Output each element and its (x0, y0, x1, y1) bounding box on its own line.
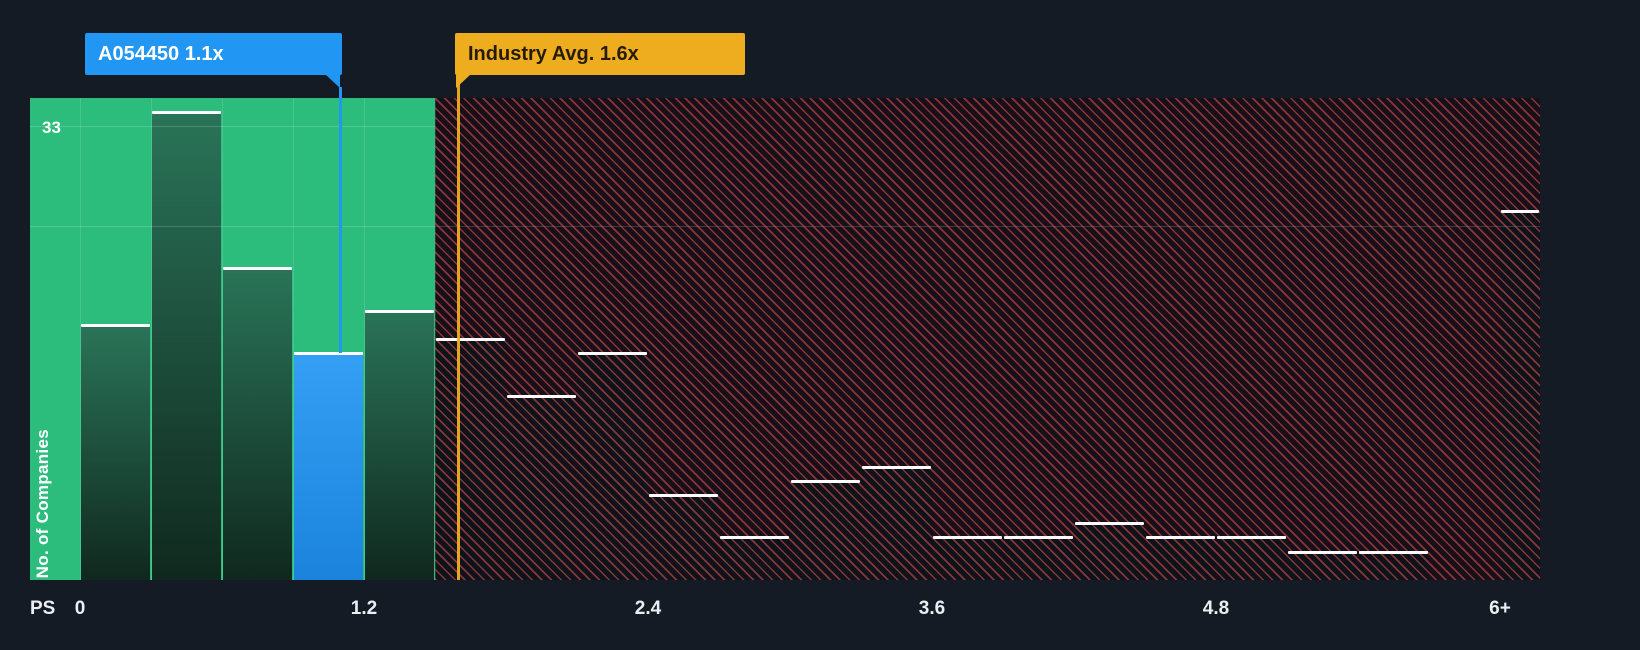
x-tick-label: 2.4 (634, 598, 662, 619)
histogram-bar[interactable] (933, 537, 1002, 580)
vertical-gridline (293, 98, 294, 580)
bar-top-line (365, 309, 434, 313)
vertical-gridline (80, 98, 81, 580)
histogram-bar[interactable] (365, 310, 434, 580)
bar-top-line (1075, 522, 1144, 526)
bar-top-line (862, 465, 931, 469)
y-axis-max-count: 33 (42, 118, 61, 137)
histogram-bar[interactable] (649, 494, 718, 580)
bar-top-line (436, 338, 505, 341)
company-callout[interactable]: A054450 1.1x (85, 33, 342, 75)
bar-top-line (649, 493, 718, 497)
bar-top-line (1501, 210, 1539, 214)
bar-top-line (81, 323, 150, 327)
horizontal-gridline (30, 225, 1540, 227)
histogram-bar[interactable] (1359, 551, 1428, 580)
histogram-bar[interactable] (1501, 211, 1539, 580)
company-callout-label: A054450 1.1x (98, 43, 224, 65)
vertical-gridline (222, 98, 223, 580)
histogram-bar[interactable] (507, 395, 576, 580)
horizontal-gridline (30, 126, 435, 128)
histogram-bar[interactable] (1075, 523, 1144, 580)
industry-avg-callout-label: Industry Avg. 1.6x (468, 43, 639, 65)
x-tick-label: 0 (74, 598, 86, 619)
industry-avg-callout-pointer-icon (456, 75, 470, 88)
bar-top-line (223, 267, 292, 271)
x-tick-label: 6+ (1489, 598, 1511, 619)
bar-top-line (294, 352, 363, 356)
histogram-bar[interactable] (1146, 537, 1215, 580)
x-axis-unit-label: PS (30, 598, 56, 619)
histogram-bar[interactable] (578, 353, 647, 580)
histogram-bar[interactable] (1288, 551, 1357, 580)
company-bar[interactable] (294, 353, 363, 580)
histogram-bar[interactable] (862, 466, 931, 580)
histogram-bar[interactable] (1217, 537, 1286, 580)
company-callout-pointer-icon (326, 75, 340, 88)
industry-avg-line (457, 75, 461, 580)
bar-top-line (791, 479, 860, 483)
x-tick-label: 1.2 (350, 598, 378, 619)
histogram-bar[interactable] (720, 537, 789, 580)
bar-top-line (507, 394, 576, 398)
histogram-bar[interactable] (152, 112, 221, 580)
company-marker-line (338, 87, 342, 354)
histogram-bar[interactable] (436, 339, 505, 580)
bar-top-line (578, 352, 647, 356)
x-tick-label: 3.6 (918, 598, 946, 619)
bar-top-line (152, 111, 221, 115)
histogram-bar[interactable] (1004, 537, 1073, 580)
histogram-bar[interactable] (791, 480, 860, 580)
y-axis-label: No. of Companies (33, 428, 52, 578)
industry-avg-callout[interactable]: Industry Avg. 1.6x (455, 33, 745, 75)
x-tick-label: 4.8 (1202, 598, 1230, 619)
bar-top-line (1359, 550, 1428, 554)
histogram-bar[interactable] (81, 324, 150, 580)
vertical-gridline (364, 98, 365, 580)
vertical-gridline (151, 98, 152, 580)
histogram-bar[interactable] (223, 268, 292, 580)
bar-top-line (1288, 550, 1357, 554)
